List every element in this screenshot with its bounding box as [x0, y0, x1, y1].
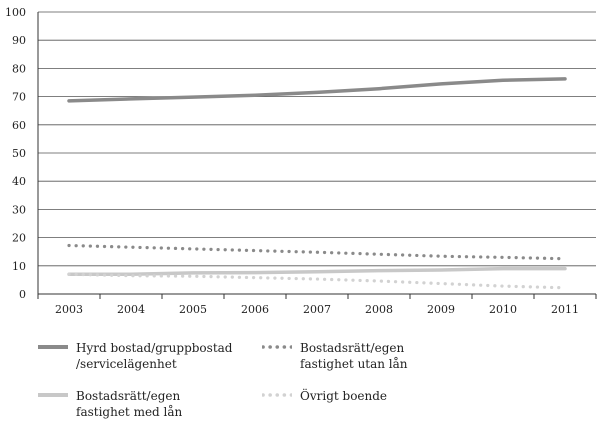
y-tick-label: 80 [12, 62, 26, 75]
y-tick-label: 90 [12, 34, 26, 47]
y-tick-label: 10 [12, 260, 26, 273]
legend-item-hyrd-bostad: Hyrd bostad/gruppbostad /servicelägenhet [38, 340, 246, 372]
legend-label-hyrd-bostad: Hyrd bostad/gruppbostad /servicelägenhet [76, 341, 233, 371]
x-tick-label: 2007 [303, 303, 331, 316]
series-line-3 [67, 272, 567, 290]
x-tick-label: 2010 [489, 303, 517, 316]
legend-swatch-med-lan [38, 388, 68, 402]
x-tick-label: 2009 [427, 303, 455, 316]
gridlines [38, 11, 596, 267]
x-tick-label: 2005 [179, 303, 207, 316]
series-line-0 [67, 77, 567, 103]
legend-item-med-lan: Bostadsrätt/egen fastighet med lån [38, 388, 246, 420]
legend-item-utan-lan: Bostadsrätt/egen fastighet utan lån [262, 340, 470, 372]
x-tick-label: 2003 [55, 303, 83, 316]
x-tick-label: 2006 [241, 303, 269, 316]
x-tick-label: 2008 [365, 303, 393, 316]
x-axis: 2003 2004 2005 2006 2007 2008 2009 2010 2011 [37, 12, 597, 316]
legend-label-utan-lan: Bostadsrätt/egen fastighet utan lån [300, 341, 408, 371]
y-tick-label: 40 [12, 175, 26, 188]
legend-swatch-utan-lan [262, 340, 292, 354]
series-line-2 [67, 266, 567, 277]
legend-swatch-ovrigt [262, 388, 292, 402]
y-tick-label: 0 [19, 288, 26, 301]
series-lines [67, 77, 567, 290]
y-tick-label: 70 [12, 91, 26, 104]
legend: Hyrd bostad/gruppbostad /servicelägenhet… [0, 336, 604, 423]
legend-item-ovrigt: Övrigt boende [262, 388, 470, 404]
legend-label-ovrigt: Övrigt boende [300, 389, 388, 403]
legend-label-med-lan: Bostadsrätt/egen fastighet med lån [76, 389, 183, 419]
y-tick-label: 30 [12, 203, 26, 216]
y-tick-label: 60 [12, 119, 26, 132]
y-axis-ticks: 0 10 20 30 40 50 60 70 80 90 100 [5, 6, 26, 301]
y-tick-label: 20 [12, 232, 26, 245]
series-line-1 [67, 243, 567, 261]
y-tick-label: 50 [12, 147, 26, 160]
legend-swatch-hyrd-bostad [38, 340, 68, 354]
x-tick-label: 2011 [551, 303, 579, 316]
y-tick-label: 100 [5, 6, 26, 19]
x-tick-label: 2004 [117, 303, 145, 316]
